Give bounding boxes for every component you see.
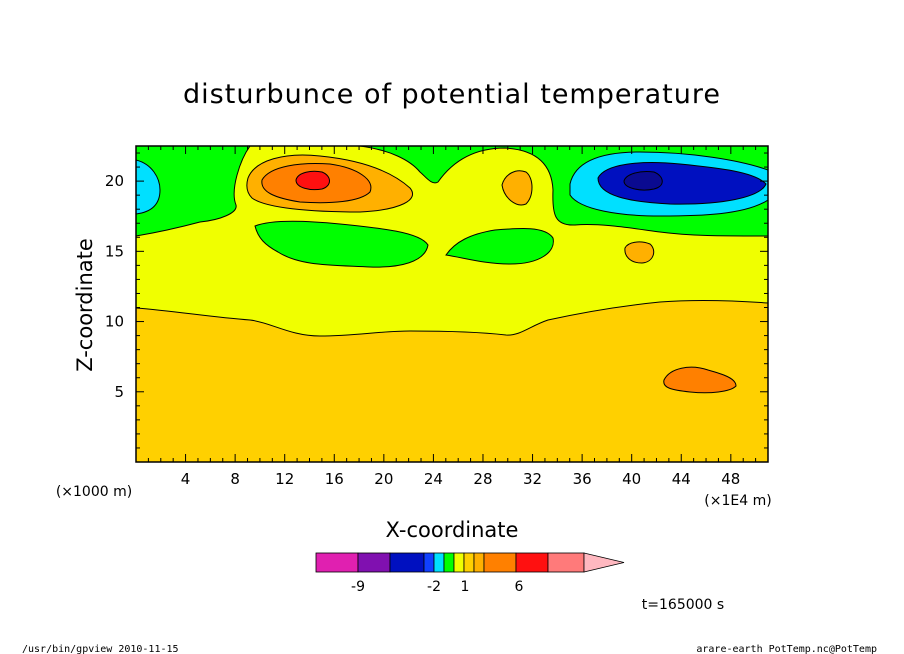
x-tick-label: 4 [181, 470, 191, 488]
contour-region-green-lobe-2 [445, 228, 554, 265]
x-tick-label: 44 [672, 470, 691, 488]
colorbar-segment [463, 552, 475, 573]
colorbar-segment [389, 552, 425, 573]
contour-region-orange-spot-low [663, 366, 737, 394]
y-axis: 5 10 15 20 [105, 152, 768, 449]
x-tick-label: 12 [275, 470, 294, 488]
colorbar-label: 1 [461, 579, 470, 595]
contour-region-darkblue-core [623, 171, 663, 191]
colorbar-segment [433, 552, 445, 573]
colorbar [315, 552, 625, 573]
footer-right: arare-earth_PotTemp.nc@PotTemp [696, 644, 877, 654]
x-unit-label: (×1E4 m) [704, 493, 771, 509]
colorbar-label: -9 [351, 579, 365, 595]
colorbar-segment [515, 552, 549, 573]
colorbar-segment [357, 552, 391, 573]
colorbar-segment [547, 552, 585, 573]
x-tick-label: 28 [473, 470, 492, 488]
colorbar-segment [443, 552, 455, 573]
y-tick-label: 15 [105, 242, 124, 260]
colorbar-segment [473, 552, 485, 573]
chart-title: disturbunce of potential temperature [183, 79, 721, 110]
y-tick-label: 5 [114, 383, 124, 401]
x-tick-label: 20 [374, 470, 393, 488]
footer-left: /usr/bin/gpview 2010-11-15 [22, 644, 179, 654]
colorbar-segment [315, 552, 359, 573]
contour-region-orange-spot-1 [501, 170, 533, 206]
colorbar-segment [453, 552, 465, 573]
contour-fields [136, 146, 768, 462]
contour-region-red-center [295, 170, 330, 191]
y-tick-label: 20 [105, 172, 124, 190]
y-tick-label: 10 [105, 313, 124, 331]
plot-frame [135, 145, 769, 463]
x-axis: 4 8 12 16 20 24 28 32 36 40 44 48 [147, 146, 757, 488]
colorbar-labels: -9 -2 1 6 [351, 579, 524, 595]
x-tick-label: 8 [230, 470, 240, 488]
contour-region-cyan-left [136, 159, 161, 215]
x-tick-label: 32 [523, 470, 542, 488]
contour-region-green-lobe-1 [254, 220, 429, 268]
x-tick-label: 40 [622, 470, 641, 488]
contour-region-orange-spot-2 [624, 241, 655, 264]
colorbar-segment [423, 552, 435, 573]
y-unit-label: (×1000 m) [56, 484, 132, 500]
x-tick-label: 16 [325, 470, 344, 488]
x-axis-label: X-coordinate [386, 518, 519, 542]
y-axis-label: Z-coordinate [73, 238, 97, 372]
colorbar-label: 6 [515, 579, 524, 595]
x-tick-label: 48 [721, 470, 740, 488]
x-tick-label: 36 [573, 470, 592, 488]
colorbar-overflow-arrow [583, 552, 625, 573]
colorbar-segment [483, 552, 517, 573]
colorbar-label: -2 [427, 579, 441, 595]
x-tick-label: 24 [424, 470, 443, 488]
time-label: t=165000 s [642, 597, 724, 613]
